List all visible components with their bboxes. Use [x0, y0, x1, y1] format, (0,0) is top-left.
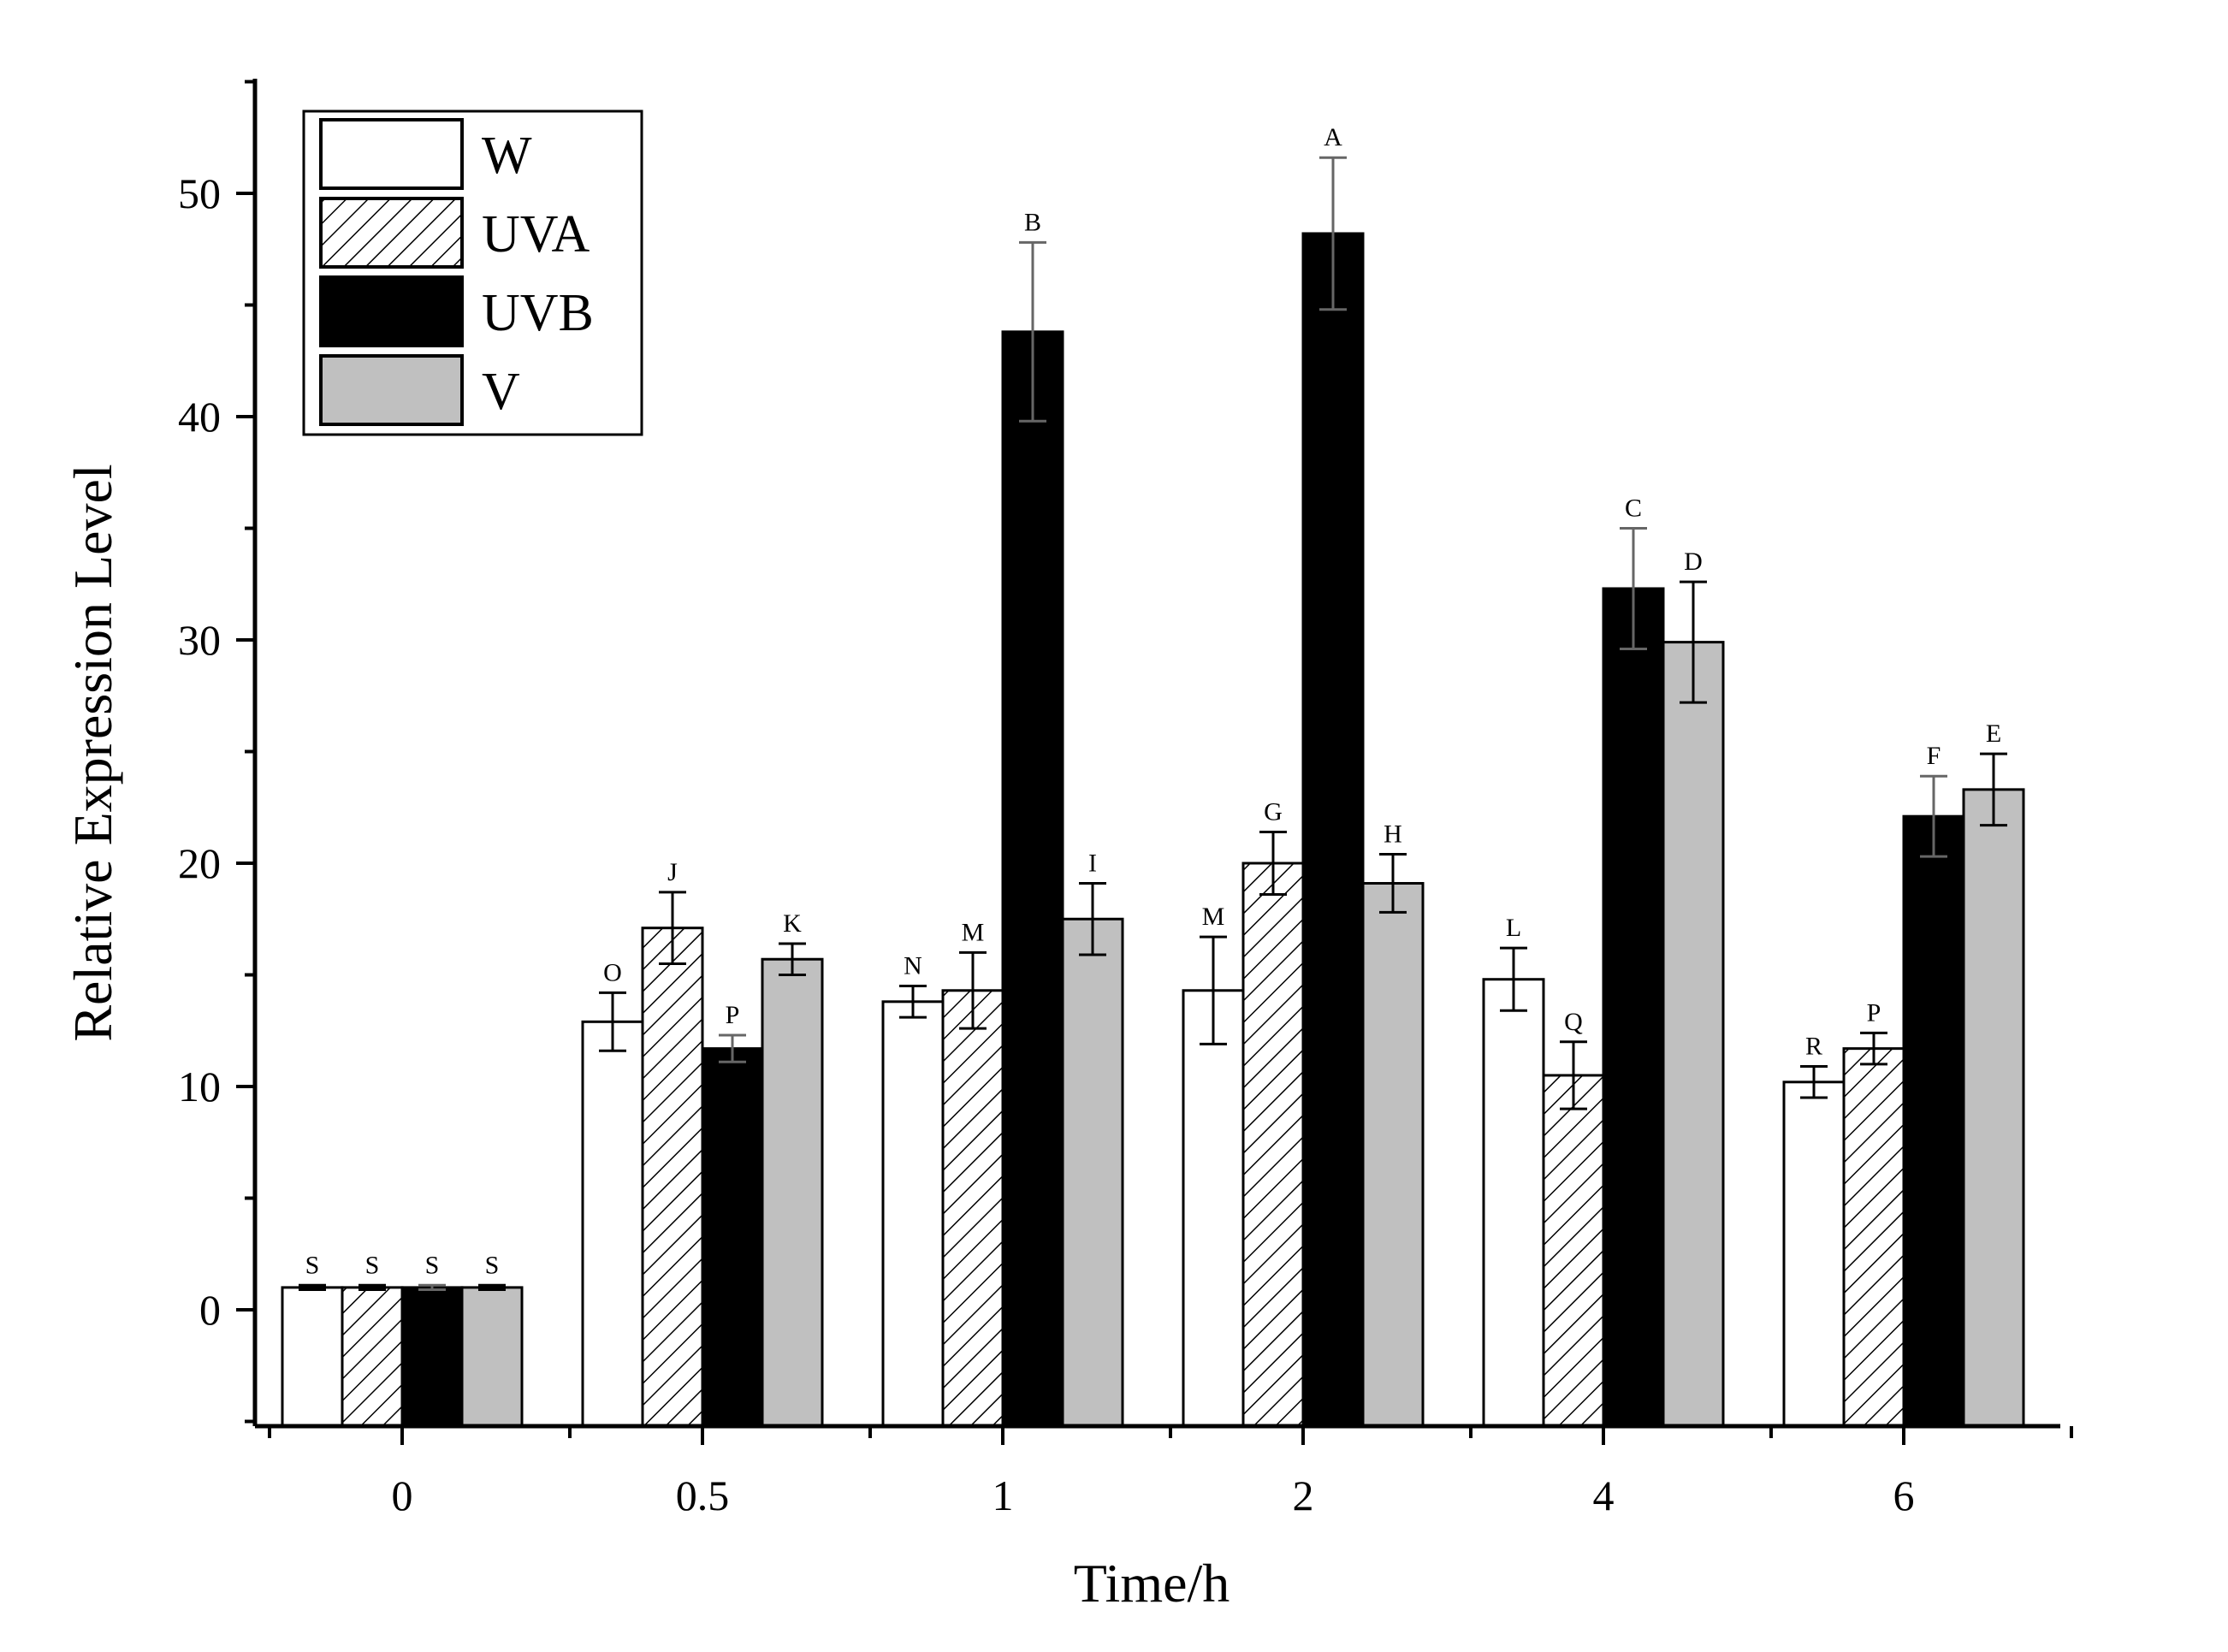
error-bar-W-0.5: [599, 991, 626, 1052]
significance-letter-V-4: D: [1684, 548, 1703, 576]
bar-UVB-4: [1602, 587, 1665, 1428]
significance-letter-UVB-4: C: [1625, 494, 1642, 523]
error-bar-UVA-1: [959, 950, 987, 1030]
bar-W-0: [281, 1286, 344, 1428]
significance-letter-UVB-2: A: [1324, 123, 1342, 151]
significance-letter-UVB-0: S: [425, 1251, 440, 1279]
bar-UVB-6: [1902, 814, 1965, 1428]
error-bar-UVB-0.5: [719, 1033, 746, 1063]
legend-swatch-W: [319, 118, 464, 190]
significance-letter-UVA-4: Q: [1564, 1008, 1583, 1036]
bar-V-4: [1662, 641, 1725, 1428]
significance-letter-UVB-6: F: [1927, 742, 1941, 770]
bar-V-6: [1962, 788, 2025, 1428]
error-bar-UVB-1: [1019, 240, 1046, 423]
significance-letter-V-1: I: [1088, 849, 1097, 877]
bar-W-1: [881, 1000, 945, 1428]
legend-label-V: V: [482, 363, 520, 421]
significance-letter-V-0.5: K: [783, 909, 802, 938]
significance-letter-V-6: E: [1986, 719, 2001, 748]
significance-letter-UVA-1: M: [962, 918, 985, 946]
legend-swatch-UVB: [319, 275, 464, 347]
x-tick-label-0: 0: [392, 1471, 413, 1519]
error-bar-V-2: [1379, 853, 1407, 914]
error-bar-W-4: [1500, 946, 1527, 1012]
y-tick-label-40: 40: [178, 393, 221, 441]
significance-letter-W-2: M: [1202, 903, 1225, 931]
significance-letter-W-0.5: O: [603, 958, 622, 986]
error-bar-W-2: [1200, 935, 1227, 1045]
significance-letter-UVA-2: G: [1264, 797, 1283, 826]
significance-letter-UVA-0: S: [365, 1251, 380, 1279]
bar-W-4: [1482, 978, 1545, 1428]
bar-UVA-0: [341, 1286, 404, 1428]
x-axis-title: Time/h: [1074, 1553, 1230, 1614]
x-tick-label-0.5: 0.5: [676, 1471, 730, 1519]
significance-letter-W-6: R: [1805, 1033, 1822, 1061]
bar-UVB-0: [400, 1286, 464, 1428]
significance-letter-V-0: S: [485, 1251, 500, 1279]
significance-letter-UVA-0.5: J: [667, 858, 678, 886]
bar-W-0.5: [581, 1020, 644, 1428]
bar-UVA-4: [1542, 1074, 1605, 1428]
significance-letter-UVA-6: P: [1867, 998, 1881, 1027]
y-tick-label-10: 10: [178, 1063, 221, 1110]
y-tick-label-30: 30: [178, 616, 221, 664]
bar-UVA-1: [941, 989, 1004, 1428]
legend-swatch-UVA: [319, 197, 464, 269]
x-tick-label-6: 6: [1893, 1471, 1915, 1519]
y-tick-label-0: 0: [199, 1286, 221, 1334]
legend-swatch-V: [319, 354, 464, 426]
y-tick-label-20: 20: [178, 839, 221, 887]
error-bar-V-0.5: [779, 942, 806, 976]
bar-UVA-6: [1842, 1047, 1905, 1428]
error-bar-V-6: [1980, 752, 2007, 827]
x-tick-label-1: 1: [993, 1471, 1014, 1519]
error-bar-V-1: [1079, 881, 1106, 956]
legend: W UVA UVB V: [302, 110, 643, 436]
error-bar-UVA-2: [1259, 830, 1287, 897]
bar-V-1: [1061, 917, 1124, 1428]
significance-letter-W-1: N: [904, 952, 922, 980]
significance-letter-W-0: S: [305, 1251, 320, 1279]
bar-W-6: [1782, 1081, 1846, 1428]
y-axis-title: Relative Expression Level: [62, 464, 123, 1041]
error-bar-UVA-0.5: [659, 891, 686, 965]
error-bar-UVB-4: [1620, 527, 1647, 650]
x-tick-label-2: 2: [1293, 1471, 1314, 1519]
bar-UVB-0.5: [701, 1047, 764, 1428]
bar-UVA-0.5: [641, 927, 704, 1428]
y-tick-label-50: 50: [178, 169, 221, 217]
significance-letter-V-2: H: [1384, 820, 1402, 849]
bar-W-2: [1182, 989, 1245, 1428]
error-bar-W-1: [899, 985, 927, 1019]
ticks: 0 10 20 30 40 50 0 0.5 1 2 4 6: [178, 80, 2073, 1519]
error-bar-W-6: [1800, 1065, 1828, 1099]
bar-UVB-1: [1001, 330, 1064, 1428]
legend-label-W: W: [482, 127, 532, 185]
bar-V-2: [1361, 881, 1425, 1428]
bar-V-0: [460, 1286, 524, 1428]
x-tick-label-4: 4: [1593, 1471, 1615, 1519]
error-bar-UVB-2: [1319, 156, 1347, 311]
error-bar-UVB-6: [1920, 774, 1947, 858]
legend-label-UVA: UVA: [482, 205, 590, 263]
significance-letter-UVB-1: B: [1024, 208, 1041, 236]
error-bar-W-0: [299, 1283, 326, 1292]
bar-UVA-2: [1241, 862, 1305, 1428]
error-bar-UVA-4: [1560, 1040, 1587, 1110]
significance-letter-W-4: L: [1506, 914, 1521, 942]
error-bar-V-0: [478, 1283, 506, 1292]
bar-UVB-2: [1301, 232, 1365, 1428]
error-bar-UVA-6: [1860, 1031, 1887, 1066]
error-bar-UVB-0: [418, 1283, 446, 1292]
bar-V-0.5: [761, 957, 824, 1428]
plot-area: S S S S O J P K N M B I M G A H L Q C D R P F E: [281, 123, 2025, 1428]
error-bar-UVA-0: [358, 1283, 386, 1292]
legend-label-UVB: UVB: [482, 284, 594, 342]
error-bar-V-4: [1680, 580, 1707, 704]
significance-letter-UVB-0.5: P: [726, 1001, 740, 1029]
